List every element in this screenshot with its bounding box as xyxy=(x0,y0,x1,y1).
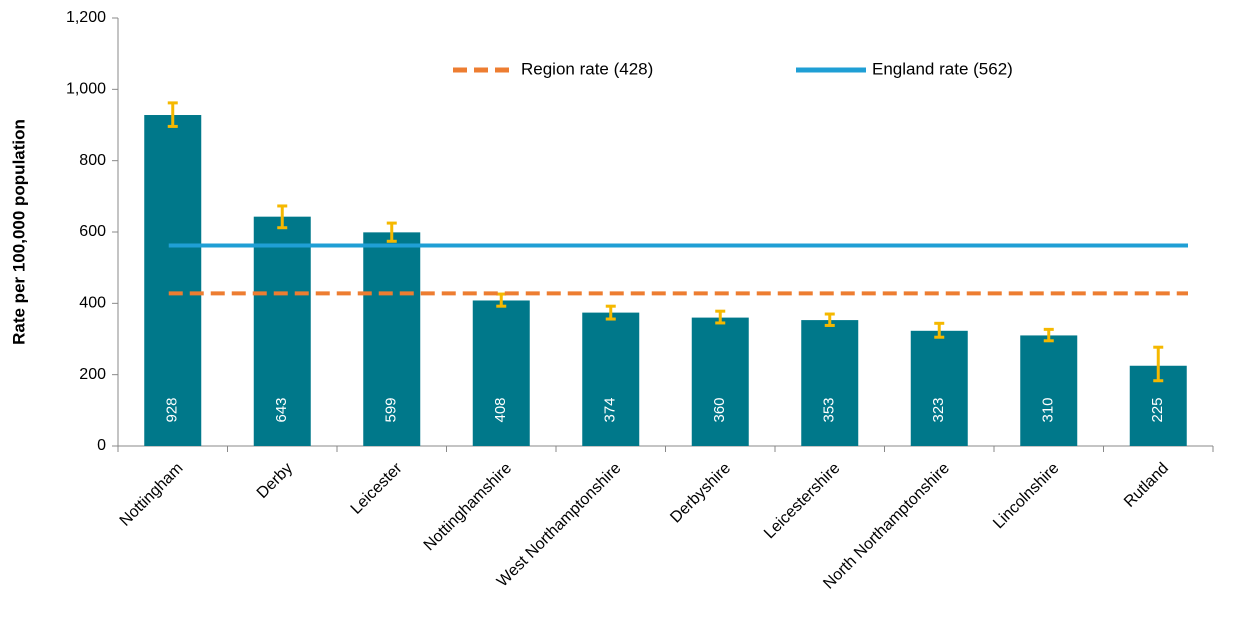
x-tick-label: Leicester xyxy=(348,459,406,517)
x-tick-label: Rutland xyxy=(1121,460,1172,511)
x-tick-label: West Northamptonshire xyxy=(494,460,625,591)
value-label: 225 xyxy=(1149,397,1166,422)
bar xyxy=(691,317,749,446)
x-tick-label: Derby xyxy=(254,460,296,502)
value-label: 599 xyxy=(383,397,400,422)
value-label: 928 xyxy=(164,397,181,422)
bar xyxy=(582,312,640,446)
bar xyxy=(801,320,859,446)
y-tick-label: 600 xyxy=(79,223,106,240)
y-tick-label: 1,200 xyxy=(66,9,106,26)
bar xyxy=(1020,335,1078,446)
y-tick-label: 0 xyxy=(97,437,106,454)
bar xyxy=(144,115,202,446)
x-tick-label: Lincolnshire xyxy=(990,460,1062,532)
bar xyxy=(910,330,968,446)
bar xyxy=(253,216,311,446)
legend-label: Region rate (428) xyxy=(521,59,653,78)
bar xyxy=(363,232,421,446)
y-tick-label: 400 xyxy=(79,295,106,312)
value-label: 360 xyxy=(711,397,728,422)
y-tick-label: 200 xyxy=(79,366,106,383)
bar xyxy=(472,300,530,446)
value-label: 643 xyxy=(273,397,290,422)
x-tick-label: Nottingham xyxy=(117,460,187,530)
value-label: 374 xyxy=(602,397,619,422)
y-tick-label: 1,000 xyxy=(66,81,106,98)
value-label: 323 xyxy=(930,397,947,422)
x-tick-label: North Northamptonshire xyxy=(820,460,953,593)
x-tick-label: Leicestershire xyxy=(761,460,844,543)
x-tick-label: Nottinghamshire xyxy=(421,460,515,554)
value-label: 353 xyxy=(821,397,838,422)
y-tick-label: 800 xyxy=(79,152,106,169)
x-tick-label: Derbyshire xyxy=(667,460,734,527)
y-axis-label: Rate per 100,000 population xyxy=(9,119,28,345)
value-label: 408 xyxy=(492,397,509,422)
value-label: 310 xyxy=(1040,397,1057,422)
legend-label: England rate (562) xyxy=(872,59,1013,78)
